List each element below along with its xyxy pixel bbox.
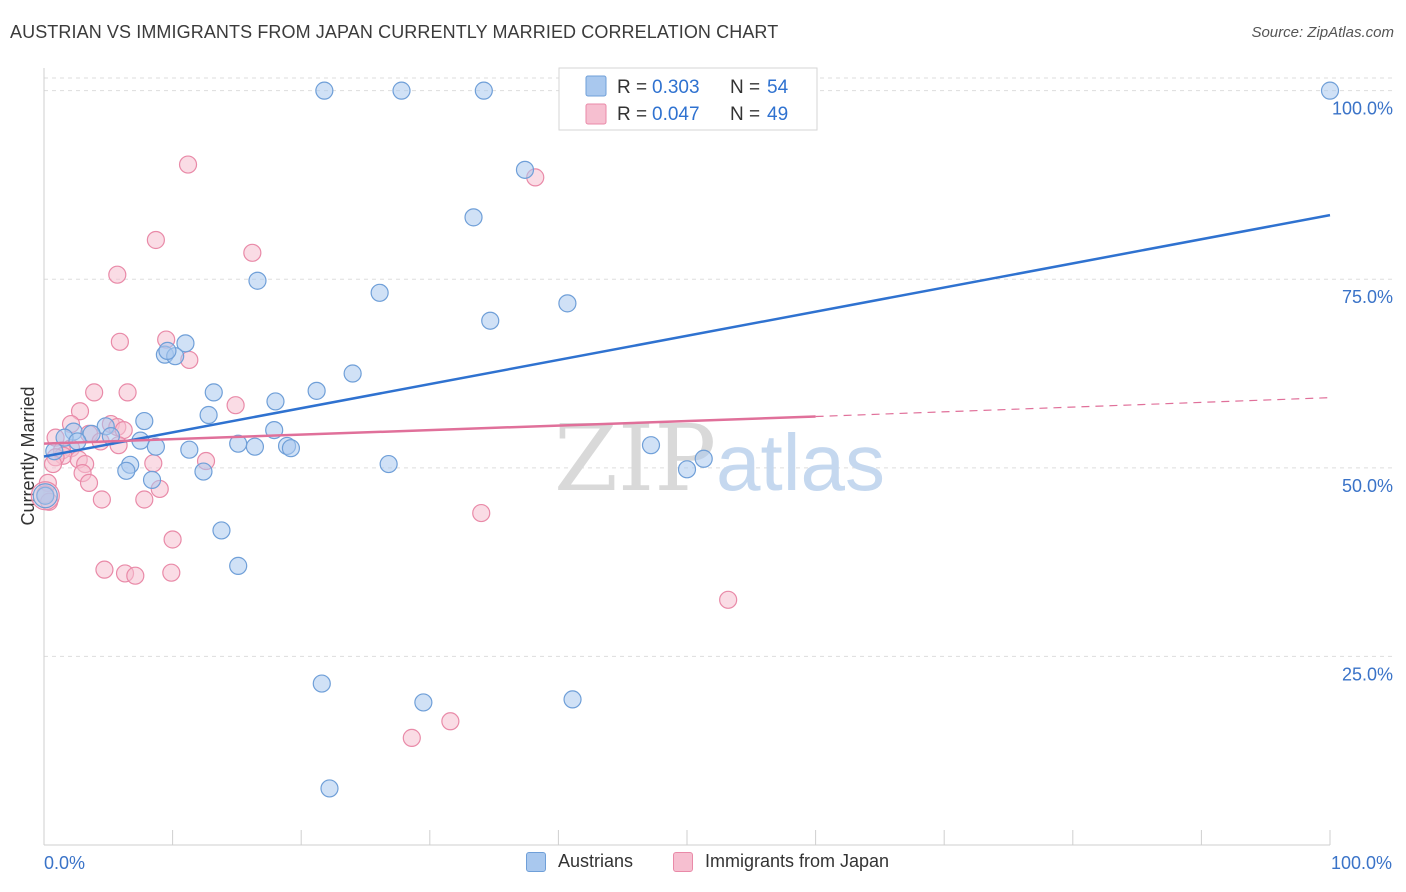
data-point xyxy=(248,271,267,290)
y-tick-label: 25.0% xyxy=(1342,664,1393,684)
data-point xyxy=(312,674,331,693)
legend-n-value-1: 54 xyxy=(767,77,789,98)
data-point xyxy=(281,439,301,458)
data-point xyxy=(95,560,114,579)
data-point xyxy=(472,503,491,523)
data-point xyxy=(641,436,661,455)
trend-line-austrians xyxy=(43,213,1331,458)
data-point xyxy=(144,454,163,473)
data-point xyxy=(162,563,181,582)
data-point xyxy=(199,405,218,425)
data-point xyxy=(243,243,262,262)
legend-r-label-1: R = xyxy=(617,77,647,98)
trend-line-japan xyxy=(43,415,816,445)
legend-r-label-2: R = xyxy=(617,104,647,125)
data-point xyxy=(204,383,223,402)
legend-swatch-austrians xyxy=(585,75,607,97)
chart-title: AUSTRIAN VS IMMIGRANTS FROM JAPAN CURREN… xyxy=(10,22,779,42)
data-point xyxy=(108,265,127,284)
data-point xyxy=(315,81,334,100)
legend-swatch-japan xyxy=(585,103,607,125)
data-point xyxy=(320,779,339,798)
legend-label-austrians: Austrians xyxy=(558,851,634,871)
legend-bottom: Austrians Immigrants from Japan xyxy=(0,851,1406,879)
data-point xyxy=(146,437,165,456)
data-point xyxy=(212,521,231,540)
legend-item-austrians: Austrians xyxy=(526,851,633,872)
source-label: Source: ZipAtlas.com xyxy=(1251,24,1394,41)
data-point xyxy=(36,486,55,505)
data-point xyxy=(126,566,145,585)
data-point xyxy=(180,440,199,459)
data-point xyxy=(135,411,154,431)
data-point xyxy=(118,383,137,402)
data-point xyxy=(392,81,411,100)
series-immigrants-from-japan xyxy=(30,155,738,747)
legend-label-japan: Immigrants from Japan xyxy=(705,851,890,871)
data-point xyxy=(110,332,129,351)
data-point xyxy=(563,690,582,709)
data-point xyxy=(229,556,248,575)
data-point xyxy=(414,693,433,712)
watermark: ZIP atlas xyxy=(554,405,885,512)
data-point xyxy=(677,460,697,479)
series-austrians xyxy=(32,81,1340,798)
data-point xyxy=(370,283,389,302)
data-point xyxy=(32,483,58,509)
legend-swatch-austrians-bottom xyxy=(526,851,546,872)
legend-n-value-2: 49 xyxy=(767,104,788,125)
legend-item-japan: Immigrants from Japan xyxy=(673,851,889,872)
data-point xyxy=(92,490,111,509)
data-point xyxy=(70,402,90,421)
data-point xyxy=(343,364,362,383)
trend-lines xyxy=(43,213,1331,458)
x-tick-label-max: 100.0% xyxy=(1331,853,1392,873)
data-point xyxy=(307,381,326,400)
data-point xyxy=(481,311,500,330)
y-tick-label: 100.0% xyxy=(1332,99,1393,119)
data-point xyxy=(515,160,535,179)
data-point xyxy=(135,490,154,509)
legend-r-value-2: 0.047 xyxy=(652,104,700,125)
data-point xyxy=(441,712,460,731)
data-point xyxy=(79,473,99,493)
data-point xyxy=(226,396,245,415)
data-point xyxy=(266,392,285,411)
trend-line-japan-extension xyxy=(815,397,1331,418)
data-point xyxy=(194,462,213,481)
data-point xyxy=(85,383,104,402)
data-point xyxy=(142,470,162,489)
data-point xyxy=(474,81,493,100)
legend-r-value-1: 0.303 xyxy=(652,77,700,98)
data-point xyxy=(558,294,577,313)
data-point xyxy=(176,334,195,353)
data-point xyxy=(694,449,713,468)
data-point xyxy=(402,728,421,747)
data-point xyxy=(117,461,136,480)
data-point xyxy=(163,530,182,549)
legend-top: R = 0.303 N = 54 R = 0.047 N = 49 xyxy=(558,67,818,131)
data-point xyxy=(178,155,198,174)
data-point xyxy=(45,442,64,461)
data-point xyxy=(379,454,398,474)
legend-swatch-japan-bottom xyxy=(673,851,693,872)
y-tick-label: 75.0% xyxy=(1342,287,1393,307)
legend-n-label-2: N = xyxy=(730,104,760,125)
watermark-atlas: atlas xyxy=(716,418,885,507)
data-point xyxy=(719,590,738,609)
y-tick-label: 50.0% xyxy=(1342,476,1393,496)
legend-n-label-1: N = xyxy=(730,77,760,98)
data-point xyxy=(1320,81,1340,100)
data-point xyxy=(464,208,483,227)
y-tick-labels: 25.0% 50.0% 75.0% 100.0% xyxy=(1332,99,1393,685)
data-point xyxy=(146,230,165,250)
x-tick-label-min: 0.0% xyxy=(44,853,85,873)
data-point xyxy=(158,341,177,360)
data-point xyxy=(245,437,265,456)
